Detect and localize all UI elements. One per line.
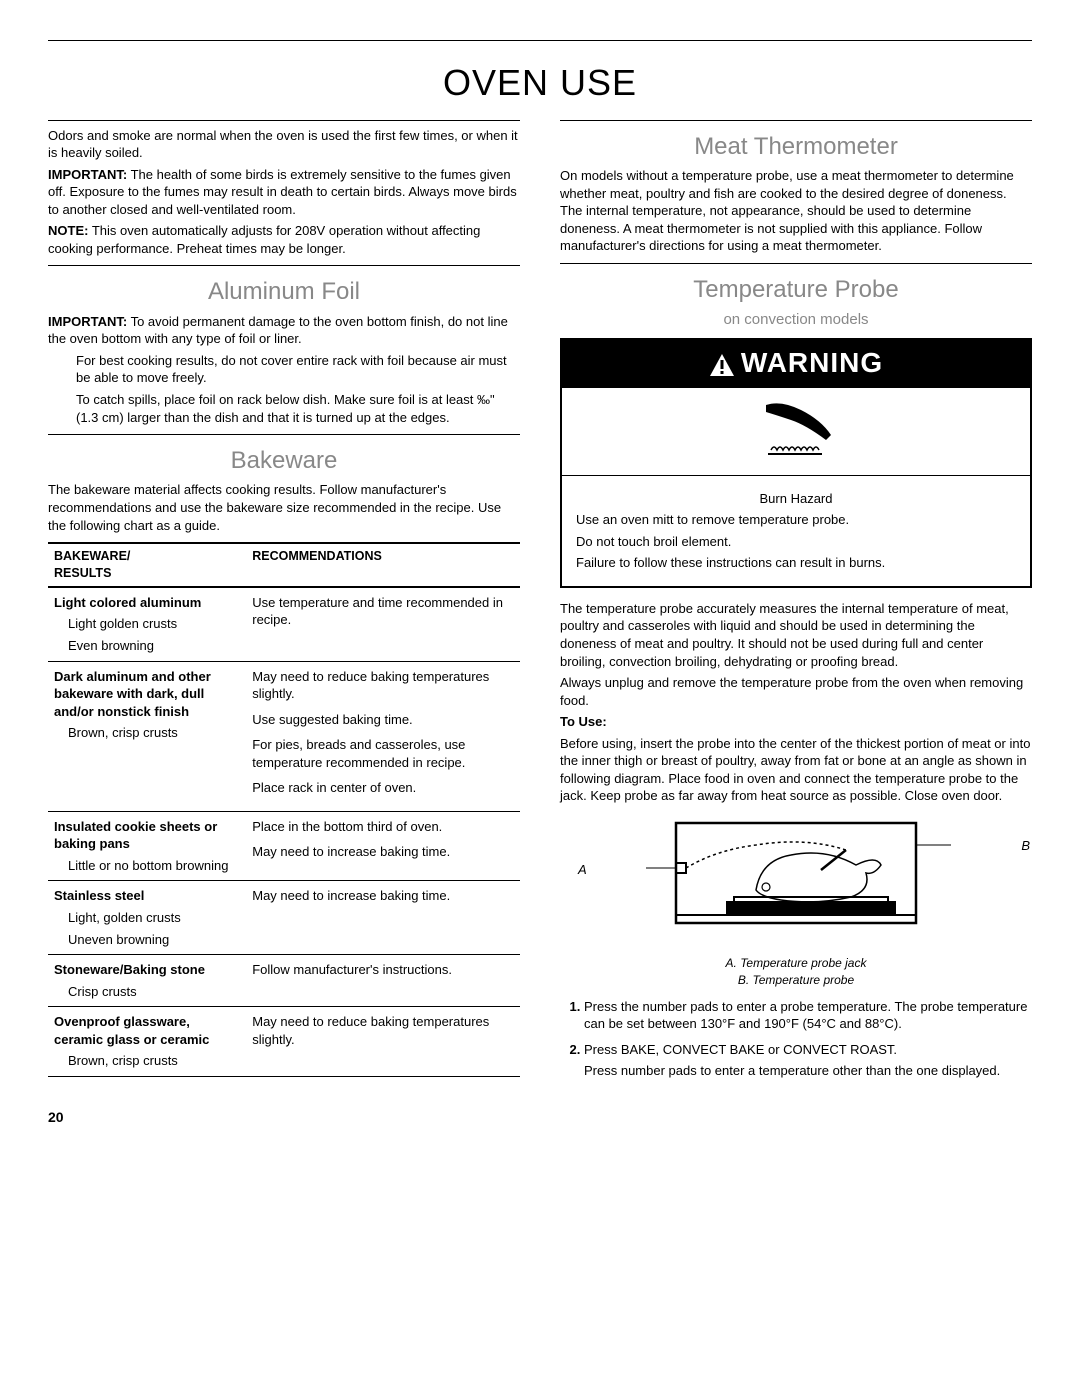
warning-line3: Failure to follow these instructions can… [576,554,1016,572]
important-birds: IMPORTANT: The health of some birds is e… [48,166,520,219]
bakeware-result: Light, golden crusts [68,909,240,927]
bakeware-recommendation: Use temperature and time recommended in … [252,594,514,629]
bakeware-result: Even browning [68,637,240,655]
warning-box: WARNING Burn Hazard Use an oven mitt to … [560,338,1032,588]
bakeware-header-1: BAKEWARE/RESULTS [48,543,246,587]
table-row: Light colored aluminum Light golden crust… [48,587,520,661]
bakeware-name: Dark aluminum and other bakeware with da… [54,668,240,721]
table-row: Dark aluminum and other bakeware with da… [48,661,520,811]
bakeware-name: Insulated cookie sheets or baking pans [54,818,240,853]
diagram-label-b: B [1021,837,1030,855]
burn-hazard-icon [746,400,846,460]
intro-odors: Odors and smoke are normal when the oven… [48,127,520,162]
bakeware-recommendation: Follow manufacturer's instructions. [252,961,514,979]
bakeware-recommendation: May need to increase baking time. [252,843,514,861]
page-number: 20 [48,1108,1032,1127]
bakeware-name: Ovenproof glassware, ceramic glass or ce… [54,1013,240,1048]
probe-touse-text: Before using, insert the probe into the … [560,735,1032,805]
warning-triangle-icon [709,353,735,377]
bakeware-result: Brown, crisp crusts [68,724,240,742]
meat-thermometer-heading: Meat Thermometer [560,131,1032,163]
probe-caption-a: A. Temperature probe jack [560,955,1032,971]
probe-steps: Press the number pads to enter a probe t… [584,998,1032,1080]
meat-thermometer-text: On models without a temperature probe, u… [560,167,1032,255]
temperature-probe-heading: Temperature Probe [560,274,1032,306]
aluminum-p2: To catch spills, place foil on rack belo… [76,391,520,426]
aluminum-p1: For best cooking results, do not cover e… [76,352,520,387]
bakeware-result: Uneven browning [68,931,240,949]
left-column: Odors and smoke are normal when the oven… [48,114,520,1088]
step-item: Press BAKE, CONVECT BAKE or CONVECT ROAS… [584,1041,1032,1080]
page-title: OVEN USE [48,59,1032,108]
bakeware-result: Light golden crusts [68,615,240,633]
right-column: Meat Thermometer On models without a tem… [560,114,1032,1088]
table-row: Stainless steel Light, golden crusts Uneve… [48,881,520,955]
bakeware-name: Stainless steel [54,887,240,905]
probe-touse-label: To Use: [560,713,1032,731]
bakeware-result: Brown, crisp crusts [68,1052,240,1070]
probe-diagram: A B A. Temperature probe jack B. Tempera… [560,815,1032,988]
table-row: Stoneware/Baking stone Crisp crusts Follow… [48,955,520,1007]
aluminum-foil-heading: Aluminum Foil [48,276,520,308]
bakeware-heading: Bakeware [48,445,520,477]
bakeware-recommendation: May need to increase baking time. [252,887,514,905]
bakeware-name: Light colored aluminum [54,594,240,612]
step-sub: Press number pads to enter a temperature… [584,1062,1032,1080]
bakeware-table: BAKEWARE/RESULTS RECOMMENDATIONS Light c… [48,542,520,1077]
bakeware-recommendation: Use suggested baking time. [252,711,514,729]
bakeware-result: Little or no bottom browning [68,857,240,875]
bakeware-recommendation: Place rack in center of oven. [252,779,514,797]
bakeware-header-2: RECOMMENDATIONS [246,543,520,587]
probe-p2: Always unplug and remove the temperature… [560,674,1032,709]
note-208v: NOTE: This oven automatically adjusts fo… [48,222,520,257]
bakeware-name: Stoneware/Baking stone [54,961,240,979]
bakeware-recommendation: For pies, breads and casseroles, use tem… [252,736,514,771]
bakeware-result: Crisp crusts [68,983,240,1001]
diagram-label-a: A [578,861,587,879]
probe-p1: The temperature probe accurately measure… [560,600,1032,670]
bakeware-recommendation: May need to reduce baking temperatures s… [252,1013,514,1048]
bakeware-recommendation: Place in the bottom third of oven. [252,818,514,836]
warning-hazard: Burn Hazard [576,490,1016,508]
bakeware-intro: The bakeware material affects cooking re… [48,481,520,534]
warning-line2: Do not touch broil element. [576,533,1016,551]
warning-line1: Use an oven mitt to remove temperature p… [576,511,1016,529]
probe-subtitle: on convection models [560,310,1032,330]
step-item: Press the number pads to enter a probe t… [584,998,1032,1033]
bakeware-recommendation: May need to reduce baking temperatures s… [252,668,514,703]
table-row: Insulated cookie sheets or baking pans Li… [48,811,520,881]
probe-caption-b: B. Temperature probe [560,972,1032,988]
aluminum-important: IMPORTANT: To avoid permanent damage to … [48,313,520,348]
warning-header: WARNING [562,340,1030,388]
table-row: Ovenproof glassware, ceramic glass or ce… [48,1007,520,1077]
